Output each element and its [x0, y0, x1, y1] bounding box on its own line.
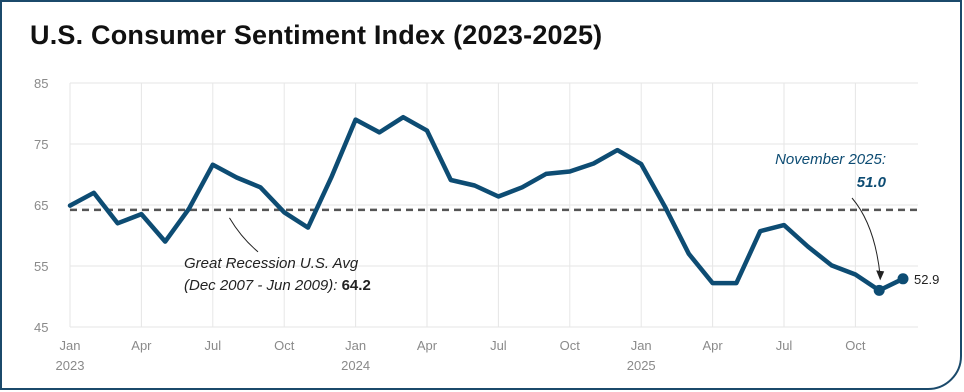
series-line	[67, 114, 906, 293]
reference-label-line2: (Dec 2007 - Jun 2009): 64.2	[184, 277, 371, 294]
x-tick-label: Jul	[490, 338, 507, 353]
x-tick-year-label: 2024	[341, 358, 370, 373]
x-tick-label: Oct	[845, 338, 866, 353]
annotation-arrowhead	[876, 270, 885, 281]
y-tick-label: 45	[34, 320, 48, 335]
y-tick-label: 75	[34, 137, 48, 152]
y-tick-label: 85	[34, 76, 48, 91]
reference-label-range: (Dec 2007 - Jun 2009):	[184, 277, 342, 294]
x-tick-label: Oct	[274, 338, 295, 353]
annotation-arrow	[851, 197, 881, 277]
x-tick-label: Jul	[776, 338, 793, 353]
annotation-label: November 2025:	[775, 151, 886, 168]
chart-title: U.S. Consumer Sentiment Index (2023-2025…	[30, 20, 603, 50]
y-tick-label: 65	[34, 198, 48, 213]
annotation-value-label: 51.0	[857, 174, 887, 191]
x-tick-label: Jan	[631, 338, 652, 353]
x-tick-label: Jul	[204, 338, 221, 353]
x-tick-label: Oct	[560, 338, 581, 353]
x-tick-year-label: 2025	[627, 358, 656, 373]
x-tick-label: Apr	[131, 338, 152, 353]
data-point-nov-2025	[873, 284, 885, 296]
x-tick-label: Apr	[417, 338, 438, 353]
latest-value-label: 52.9	[914, 272, 939, 287]
x-tick-label: Jan	[60, 338, 81, 353]
x-tick-year-label: 2023	[56, 358, 85, 373]
x-tick-label: Apr	[702, 338, 723, 353]
reference-annotation-pointer	[229, 217, 259, 253]
reference-label-line1: Great Recession U.S. Avg	[184, 255, 359, 272]
x-tick-label: Jan	[345, 338, 366, 353]
data-point-latest	[897, 273, 909, 285]
y-tick-label: 55	[34, 259, 48, 274]
reference-label-value: 64.2	[342, 277, 371, 294]
